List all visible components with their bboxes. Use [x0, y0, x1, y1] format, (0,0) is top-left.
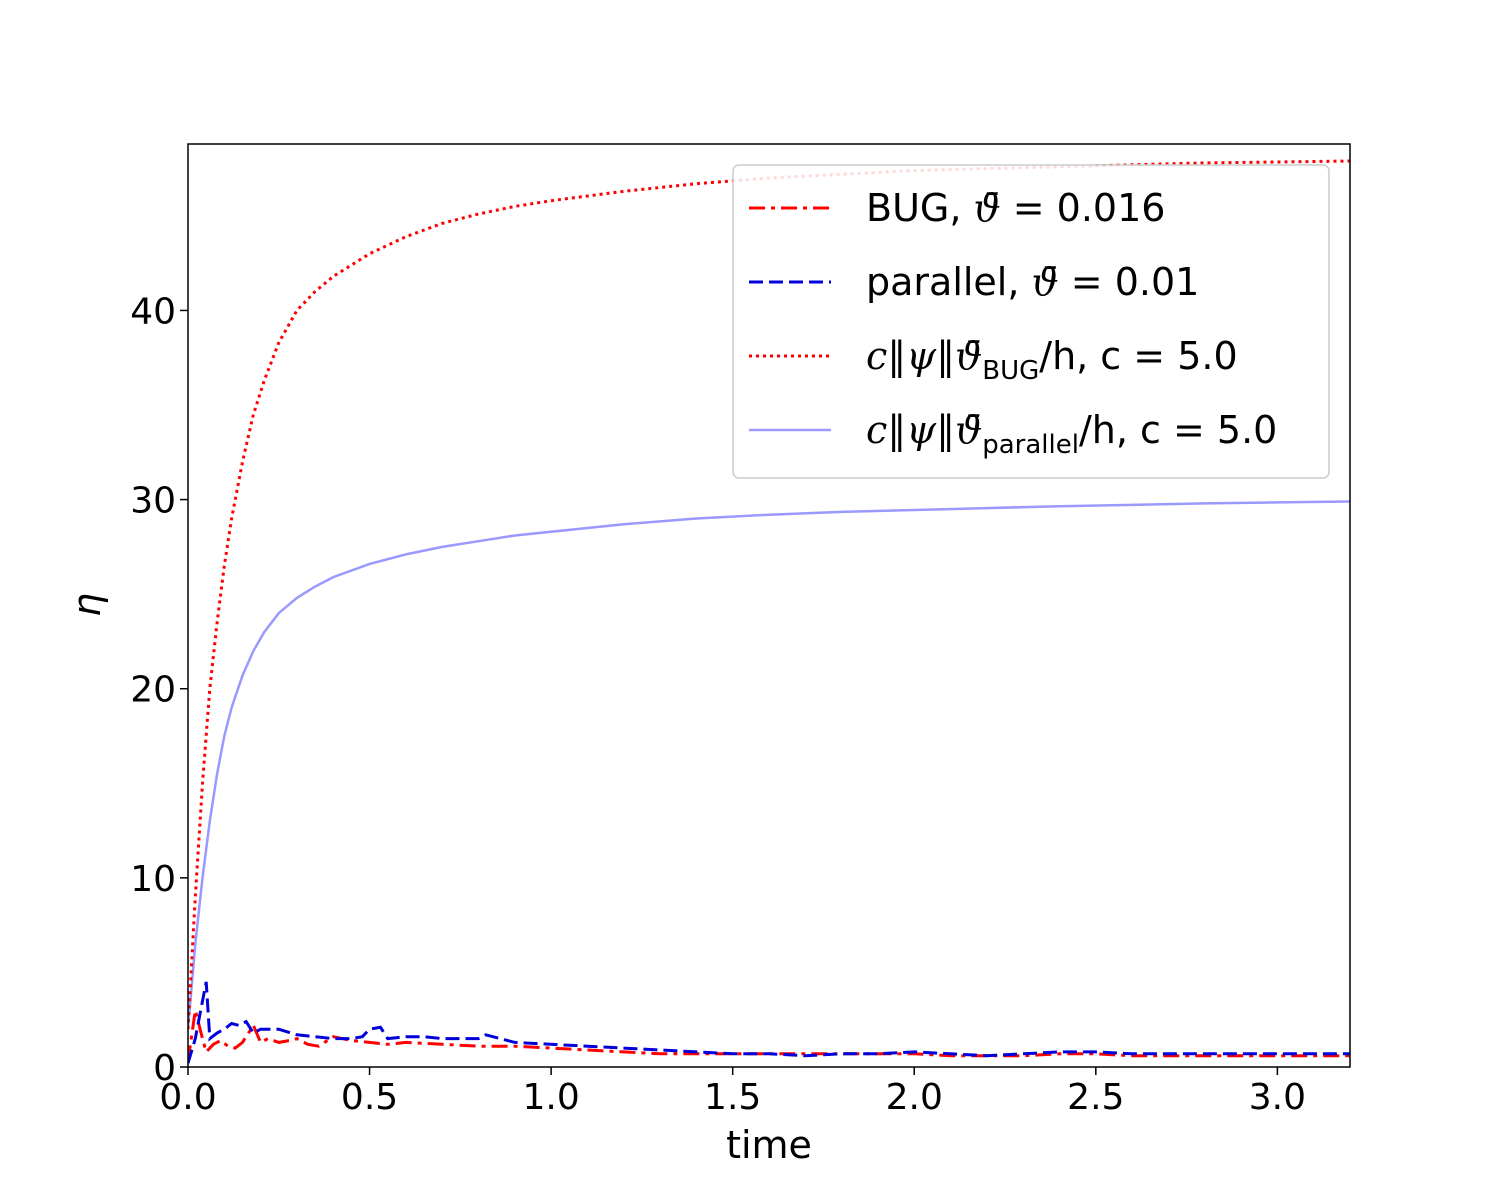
series-layer	[188, 159, 1350, 1064]
y-tick-label: 30	[130, 481, 176, 522]
x-tick-label: 2.0	[886, 1077, 943, 1118]
x-tick-label: 2.5	[1067, 1077, 1124, 1118]
x-tick-label: 0.5	[341, 1077, 398, 1118]
legend-label-1: BUG, ϑ̄ = 0.016	[866, 186, 1165, 230]
y-axis: 0 10 20 30 40	[130, 291, 188, 1089]
legend-label-2: parallel, ϑ̄ = 0.01	[866, 260, 1199, 304]
series-line-3	[188, 159, 1350, 1030]
y-tick-label: 40	[130, 291, 176, 332]
y-axis-label: η	[65, 593, 109, 617]
y-tick-label: 20	[130, 670, 176, 711]
x-axis: 0.0 0.5 1.0 1.5 2.0 2.5 3.0	[159, 1067, 1306, 1118]
plot-area-frame	[187, 143, 1351, 1068]
series-line-1	[188, 1009, 1350, 1062]
series-line-4	[188, 500, 1350, 1030]
legend-label-4: c‖ψ‖ϑ̄parallel/h, c = 5.0	[866, 408, 1277, 460]
legend: BUG, ϑ̄ = 0.016 parallel, ϑ̄ = 0.01 c‖ψ‖ϑ̄…	[732, 164, 1330, 479]
legend-label-3: c‖ψ‖ϑ̄BUG/h, c = 5.0	[866, 334, 1238, 386]
x-tick-label: 1.5	[704, 1077, 761, 1118]
x-tick-label: 0.0	[159, 1077, 216, 1118]
x-tick-label: 3.0	[1249, 1077, 1306, 1118]
y-tick-label: 0	[153, 1048, 176, 1089]
x-axis-label: time	[726, 1123, 812, 1167]
series-line-2	[188, 981, 1350, 1064]
legend-box	[732, 164, 1330, 479]
y-tick-label: 10	[130, 859, 176, 900]
x-tick-label: 1.0	[522, 1077, 579, 1118]
